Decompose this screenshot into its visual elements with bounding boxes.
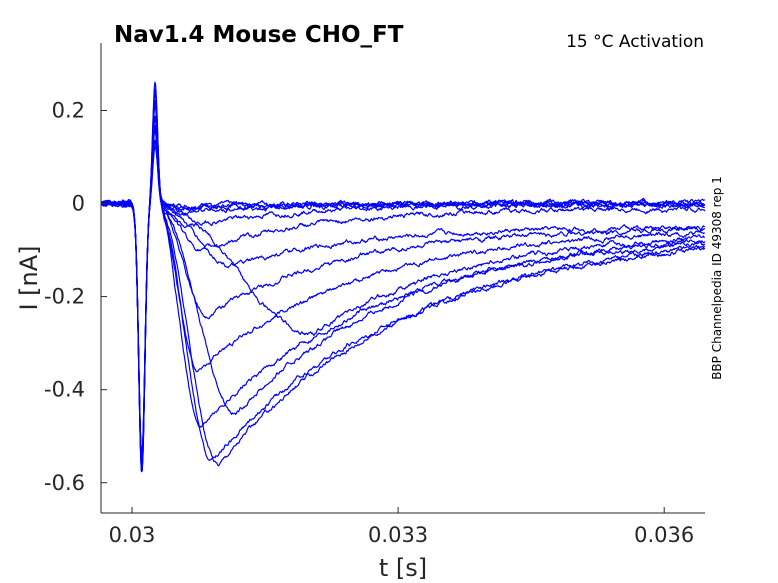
y-tick-label: -0.4 xyxy=(44,378,85,402)
current-trace xyxy=(100,127,706,458)
current-trace xyxy=(100,141,706,455)
current-trace xyxy=(100,104,705,463)
channelpedia-id-note: BBP Channelpedia ID 49308 rep 1 xyxy=(710,176,724,380)
current-trace xyxy=(100,88,706,472)
x-tick-label: 0.03 xyxy=(109,523,156,547)
current-trace xyxy=(100,100,706,471)
y-tick-label: -0.2 xyxy=(44,285,85,309)
current-trace xyxy=(100,92,706,469)
chart-title: Nav1.4 Mouse CHO_FT xyxy=(114,22,404,48)
x-tick-label: 0.033 xyxy=(368,523,428,547)
chart-subtitle: 15 °C Activation xyxy=(566,32,704,52)
y-tick-label: 0 xyxy=(72,192,85,216)
x-ticks: 0.03 0.033 0.036 xyxy=(109,507,694,547)
current-trace xyxy=(100,115,706,464)
y-tick-label: 0.2 xyxy=(52,98,85,122)
y-ticks: 0.2 0 -0.2 -0.4 -0.6 xyxy=(44,98,107,495)
current-trace xyxy=(101,124,706,459)
y-axis-label: I [nA] xyxy=(15,245,43,310)
current-trace xyxy=(100,102,705,466)
traces xyxy=(100,81,706,473)
x-axis-label: t [s] xyxy=(379,554,427,582)
current-trace xyxy=(100,81,706,473)
y-tick-label: -0.6 xyxy=(44,471,85,495)
x-tick-label: 0.036 xyxy=(634,523,694,547)
current-trace xyxy=(100,129,706,456)
